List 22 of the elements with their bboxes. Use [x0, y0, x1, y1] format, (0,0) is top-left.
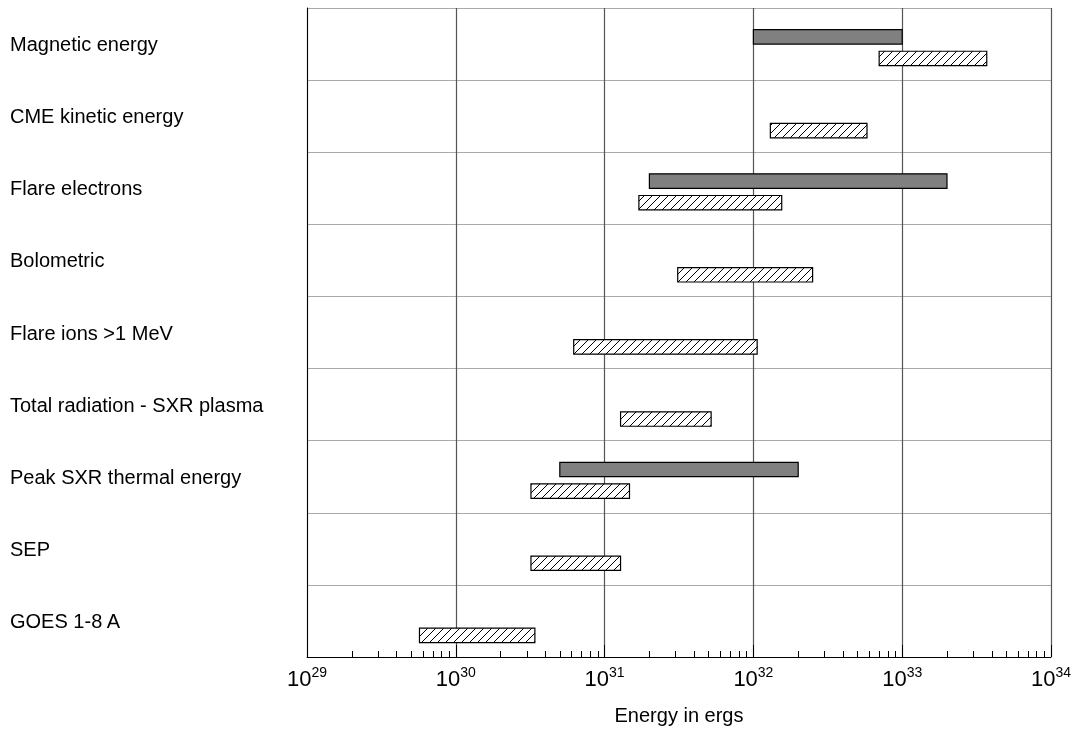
bar [559, 461, 799, 478]
bar [878, 50, 988, 67]
y-tick-label: Bolometric [10, 249, 105, 272]
bar [638, 194, 783, 211]
y-tick-label: Magnetic energy [10, 33, 158, 56]
y-tick-label: Flare ions >1 MeV [10, 321, 174, 344]
y-tick-label: GOES 1-8 A [10, 609, 121, 632]
bar [573, 339, 758, 355]
y-tick-label: Total radiation - SXR plasma [10, 393, 265, 416]
bar [677, 267, 814, 283]
bar [752, 29, 903, 45]
bar [418, 627, 536, 644]
y-tick-label: SEP [10, 537, 51, 560]
bar [648, 173, 948, 189]
bar [769, 122, 868, 139]
y-tick-label: Flare electrons [10, 177, 143, 200]
bar [619, 411, 712, 427]
y-tick-label: CME kinetic energy [10, 105, 184, 128]
y-tick-label: Peak SXR thermal energy [10, 465, 242, 488]
bar [530, 483, 631, 499]
x-axis-title: Energy in ergs [614, 704, 744, 726]
bar [530, 555, 622, 572]
